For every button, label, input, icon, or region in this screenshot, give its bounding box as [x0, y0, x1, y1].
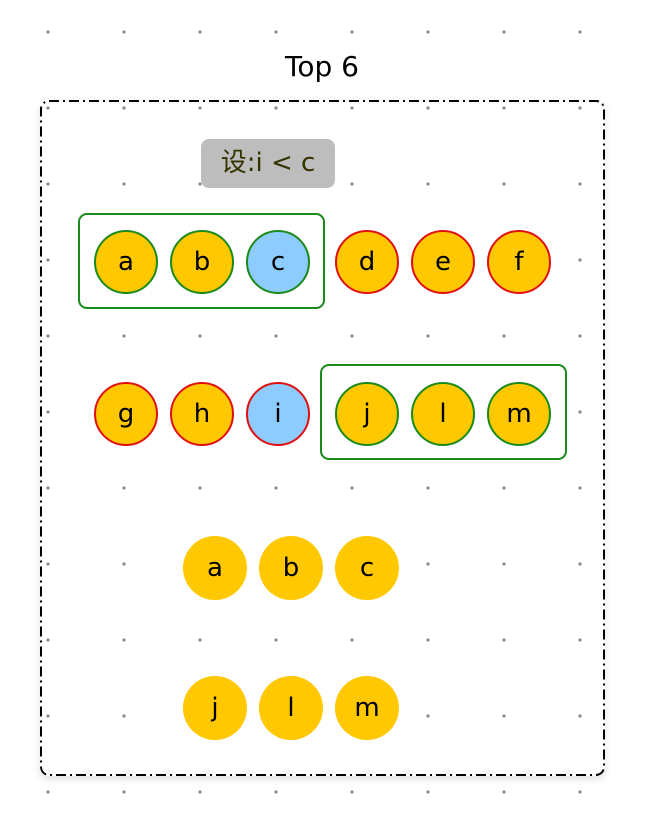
grid-dot	[502, 562, 506, 566]
diagram-title: Top 6	[285, 50, 359, 83]
grid-dot	[426, 106, 430, 110]
grid-dot	[122, 486, 126, 490]
grid-dot	[578, 30, 582, 34]
grid-dot	[46, 486, 50, 490]
grid-dot	[350, 30, 354, 34]
node-m: m	[487, 382, 551, 446]
grid-dot	[198, 486, 202, 490]
grid-dot	[122, 638, 126, 642]
grid-dot	[502, 714, 506, 718]
grid-dot	[350, 334, 354, 338]
grid-dot	[46, 334, 50, 338]
grid-dot	[502, 106, 506, 110]
grid-dot	[122, 714, 126, 718]
grid-dot	[46, 106, 50, 110]
grid-dot	[502, 334, 506, 338]
grid-dot	[578, 334, 582, 338]
result-node-l: l	[259, 676, 323, 740]
grid-dot	[502, 30, 506, 34]
grid-dot	[426, 334, 430, 338]
grid-dot	[274, 790, 278, 794]
grid-dot	[198, 106, 202, 110]
grid-dot	[274, 486, 278, 490]
grid-dot	[350, 790, 354, 794]
grid-dot	[46, 30, 50, 34]
grid-dot	[578, 486, 582, 490]
grid-dot	[46, 714, 50, 718]
grid-dot	[350, 106, 354, 110]
node-l: l	[411, 382, 475, 446]
grid-dot	[122, 182, 126, 186]
grid-dot	[46, 638, 50, 642]
node-h: h	[170, 382, 234, 446]
grid-dot	[426, 714, 430, 718]
grid-dot	[426, 790, 430, 794]
grid-dot	[46, 182, 50, 186]
grid-dot	[426, 486, 430, 490]
grid-dot	[46, 562, 50, 566]
node-g: g	[94, 382, 158, 446]
grid-dot	[122, 334, 126, 338]
node-j: j	[335, 382, 399, 446]
grid-dot	[350, 486, 354, 490]
selected-group-box-row1	[78, 213, 325, 309]
grid-dot	[578, 562, 582, 566]
grid-dot	[578, 182, 582, 186]
grid-dot	[46, 258, 50, 262]
result-node-j: j	[183, 676, 247, 740]
grid-dot	[198, 30, 202, 34]
node-i: i	[246, 382, 310, 446]
result-node-b: b	[259, 536, 323, 600]
grid-dot	[122, 106, 126, 110]
result-node-c: c	[335, 536, 399, 600]
grid-dot	[122, 562, 126, 566]
grid-dot	[198, 334, 202, 338]
grid-dot	[122, 30, 126, 34]
grid-dot	[274, 30, 278, 34]
grid-dot	[502, 182, 506, 186]
grid-dot	[578, 410, 582, 414]
node-d: d	[335, 230, 399, 294]
dashed-frame	[40, 100, 605, 776]
grid-dot	[198, 790, 202, 794]
condition-label: 设:i < c	[201, 139, 335, 188]
grid-dot	[274, 334, 278, 338]
grid-dot	[198, 182, 202, 186]
grid-dot	[578, 258, 582, 262]
node-f: f	[487, 230, 551, 294]
grid-dot	[426, 562, 430, 566]
grid-dot	[578, 106, 582, 110]
grid-dot	[122, 790, 126, 794]
grid-dot	[350, 182, 354, 186]
selected-group-box-row2	[320, 364, 567, 460]
grid-dot	[426, 638, 430, 642]
result-node-a: a	[183, 536, 247, 600]
node-c: c	[246, 230, 310, 294]
node-b: b	[170, 230, 234, 294]
node-e: e	[411, 230, 475, 294]
grid-dot	[274, 106, 278, 110]
grid-dot	[198, 638, 202, 642]
grid-dot	[46, 790, 50, 794]
grid-dot	[578, 714, 582, 718]
grid-dot	[350, 638, 354, 642]
grid-dot	[502, 638, 506, 642]
grid-dot	[426, 30, 430, 34]
grid-dot	[502, 486, 506, 490]
grid-dot	[578, 790, 582, 794]
grid-dot	[578, 638, 582, 642]
node-a: a	[94, 230, 158, 294]
grid-dot	[46, 410, 50, 414]
grid-dot	[274, 638, 278, 642]
grid-dot	[426, 182, 430, 186]
result-node-m: m	[335, 676, 399, 740]
grid-dot	[502, 790, 506, 794]
